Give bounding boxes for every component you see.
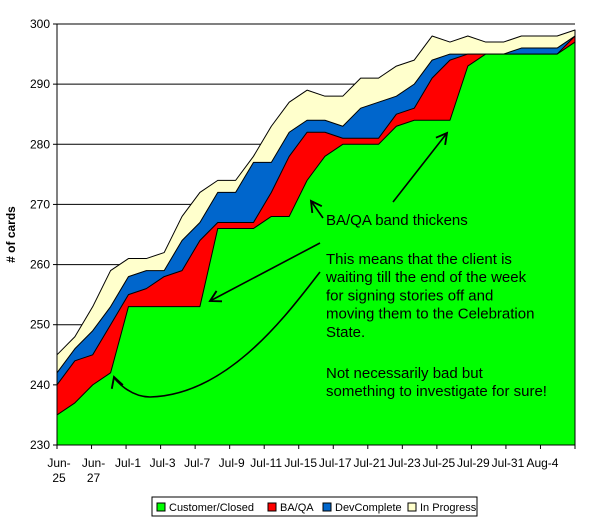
annotation-arrow [208, 242, 321, 303]
y-tick-label: 300 [30, 17, 50, 31]
x-tick-label: Jun- [47, 456, 70, 470]
x-tick-label: Aug-4 [526, 456, 558, 470]
annotation-arrow [309, 199, 324, 219]
y-tick-label: 290 [30, 77, 50, 91]
legend-label: In Progress [420, 502, 477, 514]
x-tick-label: Jul-29 [457, 456, 490, 470]
legend: Customer/Closed BA/QA DevComplete In Progre… [151, 496, 478, 517]
x-tick-label: Jul-1 [115, 456, 141, 470]
legend-swatch [156, 502, 166, 512]
y-axis-title: # of cards [4, 206, 18, 263]
y-tick-label: 240 [30, 378, 50, 392]
x-tick-label: Jul-31 [492, 456, 525, 470]
annotation-line: Not necessarily bad but [326, 365, 484, 382]
legend-box [151, 496, 478, 517]
x-tick-label: 25 [52, 471, 66, 485]
legend-label: Customer/Closed [169, 502, 254, 514]
x-tick-label: Jul-23 [388, 456, 421, 470]
legend-swatch [267, 502, 277, 512]
x-tick-label: Jul-7 [184, 456, 210, 470]
y-tick-label: 270 [30, 197, 50, 211]
y-tick-label: 260 [30, 258, 50, 272]
legend-swatch [322, 502, 332, 512]
annotation-arrow [110, 271, 321, 398]
x-tick-label: Jul-11 [250, 456, 282, 470]
annotation-line: This means that the client is [326, 251, 512, 268]
x-tick-label: Jul-15 [284, 456, 317, 470]
annotation-line: BA/QA band thickens [326, 212, 468, 229]
annotation-line: for signing stories off and [326, 287, 493, 304]
annotation-arrow [392, 131, 449, 203]
legend-swatch [407, 502, 417, 512]
x-tick-label: Jun- [82, 456, 105, 470]
annotation-line: moving them to the Celebration [326, 306, 534, 323]
legend-label: DevComplete [335, 502, 402, 514]
annotation-arrows [110, 131, 449, 398]
x-tick-label: Jul-25 [423, 456, 456, 470]
legend-label: BA/QA [280, 502, 314, 514]
annotation-line: waiting till the end of the week [325, 269, 527, 286]
x-tick-label: Jul-21 [353, 456, 386, 470]
y-tick-label: 230 [30, 438, 50, 452]
y-tick-label: 280 [30, 137, 50, 151]
annotation-text: BA/QA band thickens This means that the c… [325, 212, 547, 400]
annotation-line: something to investigate for sure! [326, 383, 547, 400]
annotation-line: State. [326, 324, 365, 341]
y-axis: 230 240 250 260 270 280 290 300 # of cards [4, 17, 58, 452]
x-tick-label: Jul-17 [319, 456, 352, 470]
x-tick-label: 27 [87, 471, 101, 485]
y-tick-label: 250 [30, 318, 50, 332]
x-tick-label: Jul-9 [219, 456, 245, 470]
x-tick-label: Jul-3 [150, 456, 176, 470]
